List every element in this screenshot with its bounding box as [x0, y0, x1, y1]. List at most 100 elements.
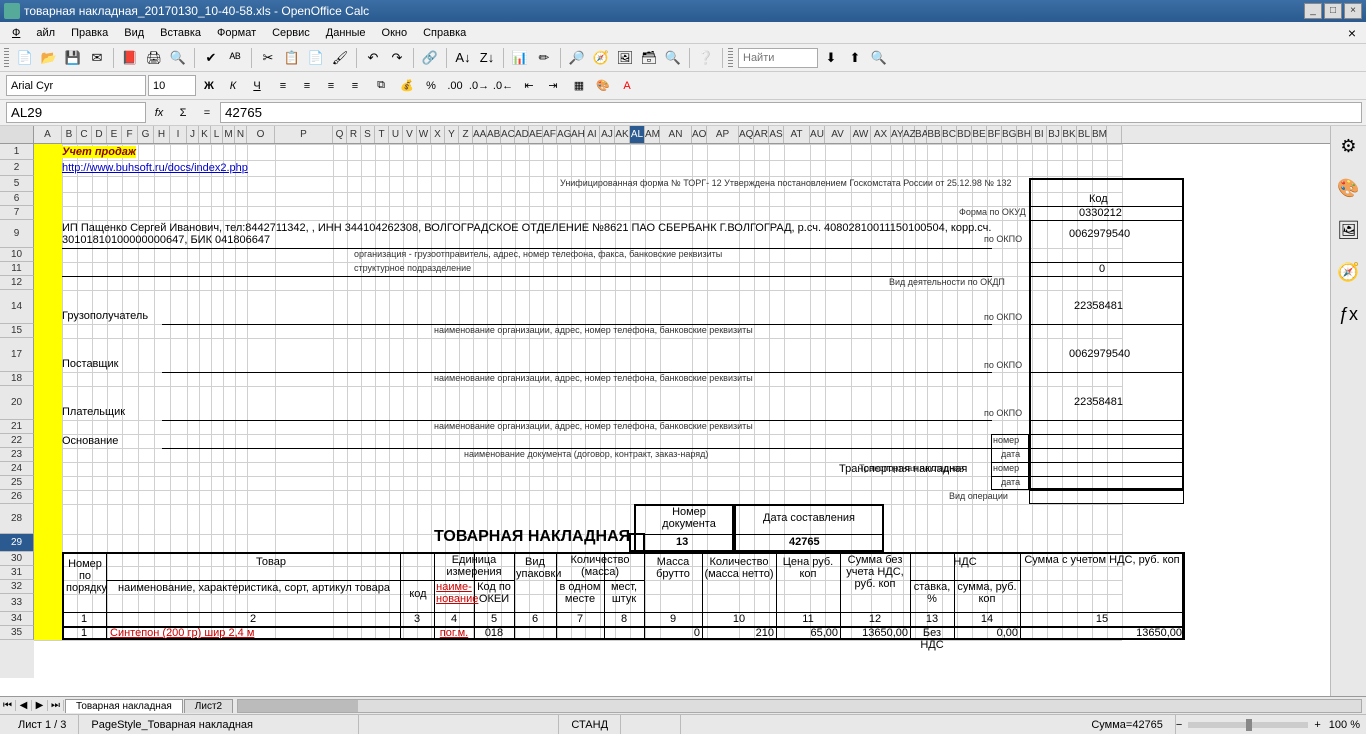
- tab-sheet2[interactable]: Лист2: [184, 699, 233, 713]
- spreadsheet-area[interactable]: ABCDEFGHIJKLMNOPQRSTUVWXYZAAABACADAEAFAG…: [0, 126, 1330, 696]
- col-header-Y[interactable]: Y: [445, 126, 459, 143]
- align-left-icon[interactable]: ≡: [272, 75, 294, 97]
- menu-view[interactable]: Вид: [116, 25, 152, 41]
- gallery-side-icon[interactable]: 🖼: [1337, 218, 1361, 242]
- dec-dec-icon[interactable]: .0←: [492, 75, 514, 97]
- row-header-7[interactable]: 7: [0, 206, 34, 220]
- search-input[interactable]: [738, 48, 818, 68]
- row-header-11[interactable]: 11: [0, 262, 34, 276]
- row-header-17[interactable]: 17: [0, 338, 34, 372]
- col-header-E[interactable]: E: [107, 126, 122, 143]
- row-header-18[interactable]: 18: [0, 372, 34, 386]
- fx-wizard-icon[interactable]: fx: [148, 102, 170, 124]
- row-header-5[interactable]: 5: [0, 176, 34, 192]
- col-header-BB[interactable]: BB: [927, 126, 942, 143]
- navigator-icon[interactable]: 🧭: [590, 47, 612, 69]
- row-header-33[interactable]: 33: [0, 594, 34, 612]
- col-header-AY[interactable]: AY: [891, 126, 903, 143]
- align-right-icon[interactable]: ≡: [320, 75, 342, 97]
- equals-icon[interactable]: =: [196, 102, 218, 124]
- row-header-20[interactable]: 20: [0, 386, 34, 420]
- row-header-22[interactable]: 22: [0, 434, 34, 448]
- status-sum[interactable]: Сумма=42765: [1079, 715, 1176, 734]
- preview-icon[interactable]: 🔍: [167, 47, 189, 69]
- menu-format[interactable]: Формат: [209, 25, 264, 41]
- col-header-AG[interactable]: AG: [557, 126, 571, 143]
- row-header-9[interactable]: 9: [0, 220, 34, 248]
- col-header-BK[interactable]: BK: [1062, 126, 1077, 143]
- maximize-button[interactable]: □: [1324, 3, 1342, 19]
- col-header-BF[interactable]: BF: [987, 126, 1002, 143]
- col-header-AS[interactable]: AS: [769, 126, 784, 143]
- pdf-icon[interactable]: 📕: [119, 47, 141, 69]
- inc-dec-icon[interactable]: .0→: [468, 75, 490, 97]
- col-header-BJ[interactable]: BJ: [1047, 126, 1062, 143]
- tab-sheet1[interactable]: Товарная накладная: [65, 699, 183, 713]
- close-button[interactable]: ×: [1344, 3, 1362, 19]
- col-header-AJ[interactable]: AJ: [600, 126, 615, 143]
- col-header-AW[interactable]: AW: [851, 126, 871, 143]
- redo-icon[interactable]: ↷: [386, 47, 408, 69]
- row-header-28[interactable]: 28: [0, 504, 34, 534]
- italic-icon[interactable]: К: [222, 75, 244, 97]
- row-header-21[interactable]: 21: [0, 420, 34, 434]
- cut-icon[interactable]: ✂: [257, 47, 279, 69]
- hyperlink-icon[interactable]: 🔗: [419, 47, 441, 69]
- menu-tools[interactable]: Сервис: [264, 25, 318, 41]
- col-header-N[interactable]: N: [235, 126, 247, 143]
- col-header-D[interactable]: D: [92, 126, 107, 143]
- chart-icon[interactable]: 📊: [509, 47, 531, 69]
- col-header-B[interactable]: B: [62, 126, 77, 143]
- percent-icon[interactable]: %: [420, 75, 442, 97]
- menu-file[interactable]: Файл: [4, 25, 63, 41]
- col-header-W[interactable]: W: [417, 126, 431, 143]
- col-header-AP[interactable]: AP: [707, 126, 739, 143]
- sort-desc-icon[interactable]: Z↓: [476, 47, 498, 69]
- bold-icon[interactable]: Ж: [198, 75, 220, 97]
- spellcheck-icon[interactable]: ✔: [200, 47, 222, 69]
- col-header-U[interactable]: U: [389, 126, 403, 143]
- toolbar-grip[interactable]: [4, 48, 9, 68]
- col-header-H[interactable]: H: [154, 126, 170, 143]
- minimize-button[interactable]: _: [1304, 3, 1322, 19]
- col-header-BM[interactable]: BM: [1092, 126, 1107, 143]
- col-header-AK[interactable]: AK: [615, 126, 630, 143]
- col-header-O[interactable]: O: [247, 126, 275, 143]
- styles-icon[interactable]: 🎨: [1337, 176, 1361, 200]
- col-header-AL[interactable]: AL: [630, 126, 645, 143]
- buhsoft-link[interactable]: http://www.buhsoft.ru/docs/index2.php: [62, 162, 248, 174]
- inc-indent-icon[interactable]: ⇥: [542, 75, 564, 97]
- save-icon[interactable]: 💾: [62, 47, 84, 69]
- tab-prev-icon[interactable]: ◀: [16, 700, 32, 711]
- row-header-10[interactable]: 10: [0, 248, 34, 262]
- col-header-AV[interactable]: AV: [825, 126, 851, 143]
- row-header-35[interactable]: 35: [0, 626, 34, 640]
- col-header-AB[interactable]: AB: [487, 126, 501, 143]
- col-header-J[interactable]: J: [187, 126, 199, 143]
- col-header-AE[interactable]: AE: [529, 126, 543, 143]
- col-header-T[interactable]: T: [375, 126, 389, 143]
- row-header-32[interactable]: 32: [0, 580, 34, 594]
- autospell-icon[interactable]: ᴬᴮ: [224, 47, 246, 69]
- row-header-26[interactable]: 26: [0, 490, 34, 504]
- properties-icon[interactable]: ⚙: [1337, 134, 1361, 158]
- tab-first-icon[interactable]: ⏮: [0, 700, 16, 711]
- col-header-Z[interactable]: Z: [459, 126, 473, 143]
- col-header-BA[interactable]: BA: [915, 126, 927, 143]
- help-icon[interactable]: ❔: [695, 47, 717, 69]
- col-header-BH[interactable]: BH: [1017, 126, 1032, 143]
- col-header-S[interactable]: S: [361, 126, 375, 143]
- search-opts-icon[interactable]: 🔍: [868, 47, 890, 69]
- navigator-side-icon[interactable]: 🧭: [1337, 260, 1361, 284]
- merge-icon[interactable]: ⧉: [370, 75, 392, 97]
- col-header-AM[interactable]: AM: [645, 126, 660, 143]
- zoom-out-icon[interactable]: −: [1176, 719, 1182, 731]
- col-header-AZ[interactable]: AZ: [903, 126, 915, 143]
- col-header-AQ[interactable]: AQ: [739, 126, 754, 143]
- col-header-C[interactable]: C: [77, 126, 92, 143]
- font-size-input[interactable]: [148, 75, 196, 96]
- col-header-AO[interactable]: AO: [692, 126, 707, 143]
- menu-edit[interactable]: Правка: [63, 25, 116, 41]
- zoom-value[interactable]: 100 %: [1321, 719, 1360, 731]
- functions-icon[interactable]: ƒx: [1337, 302, 1361, 326]
